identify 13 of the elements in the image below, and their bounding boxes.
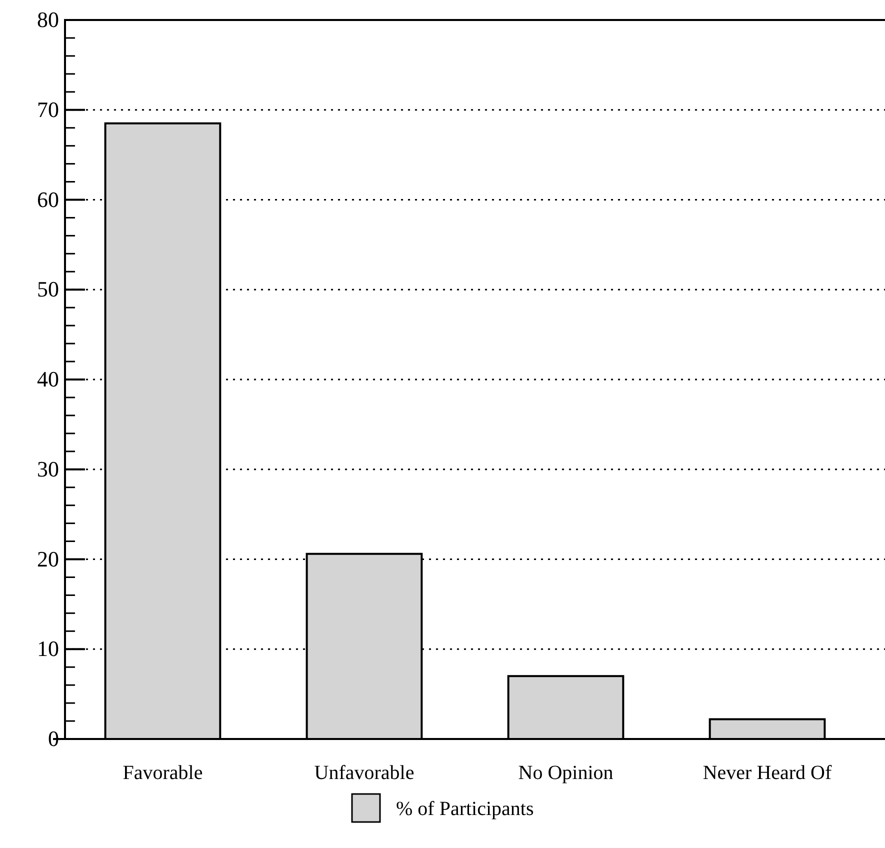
y-tick-label: 70 (37, 96, 59, 122)
y-tick-label: 80 (37, 7, 59, 32)
y-tick-label: 30 (37, 456, 59, 482)
x-tick-label: Unfavorable (314, 762, 414, 784)
y-tick-label: 20 (37, 546, 59, 572)
y-tick-label: 60 (37, 186, 59, 212)
x-tick-label: Never Heard Of (702, 762, 832, 784)
x-tick-label: Favorable (122, 762, 203, 784)
legend-label: % of Participants (396, 798, 534, 820)
x-tick-label: No Opinion (518, 762, 614, 784)
y-tick-label: 50 (37, 276, 59, 302)
y-tick-label: 10 (37, 636, 59, 662)
y-tick-label: 40 (37, 366, 59, 392)
